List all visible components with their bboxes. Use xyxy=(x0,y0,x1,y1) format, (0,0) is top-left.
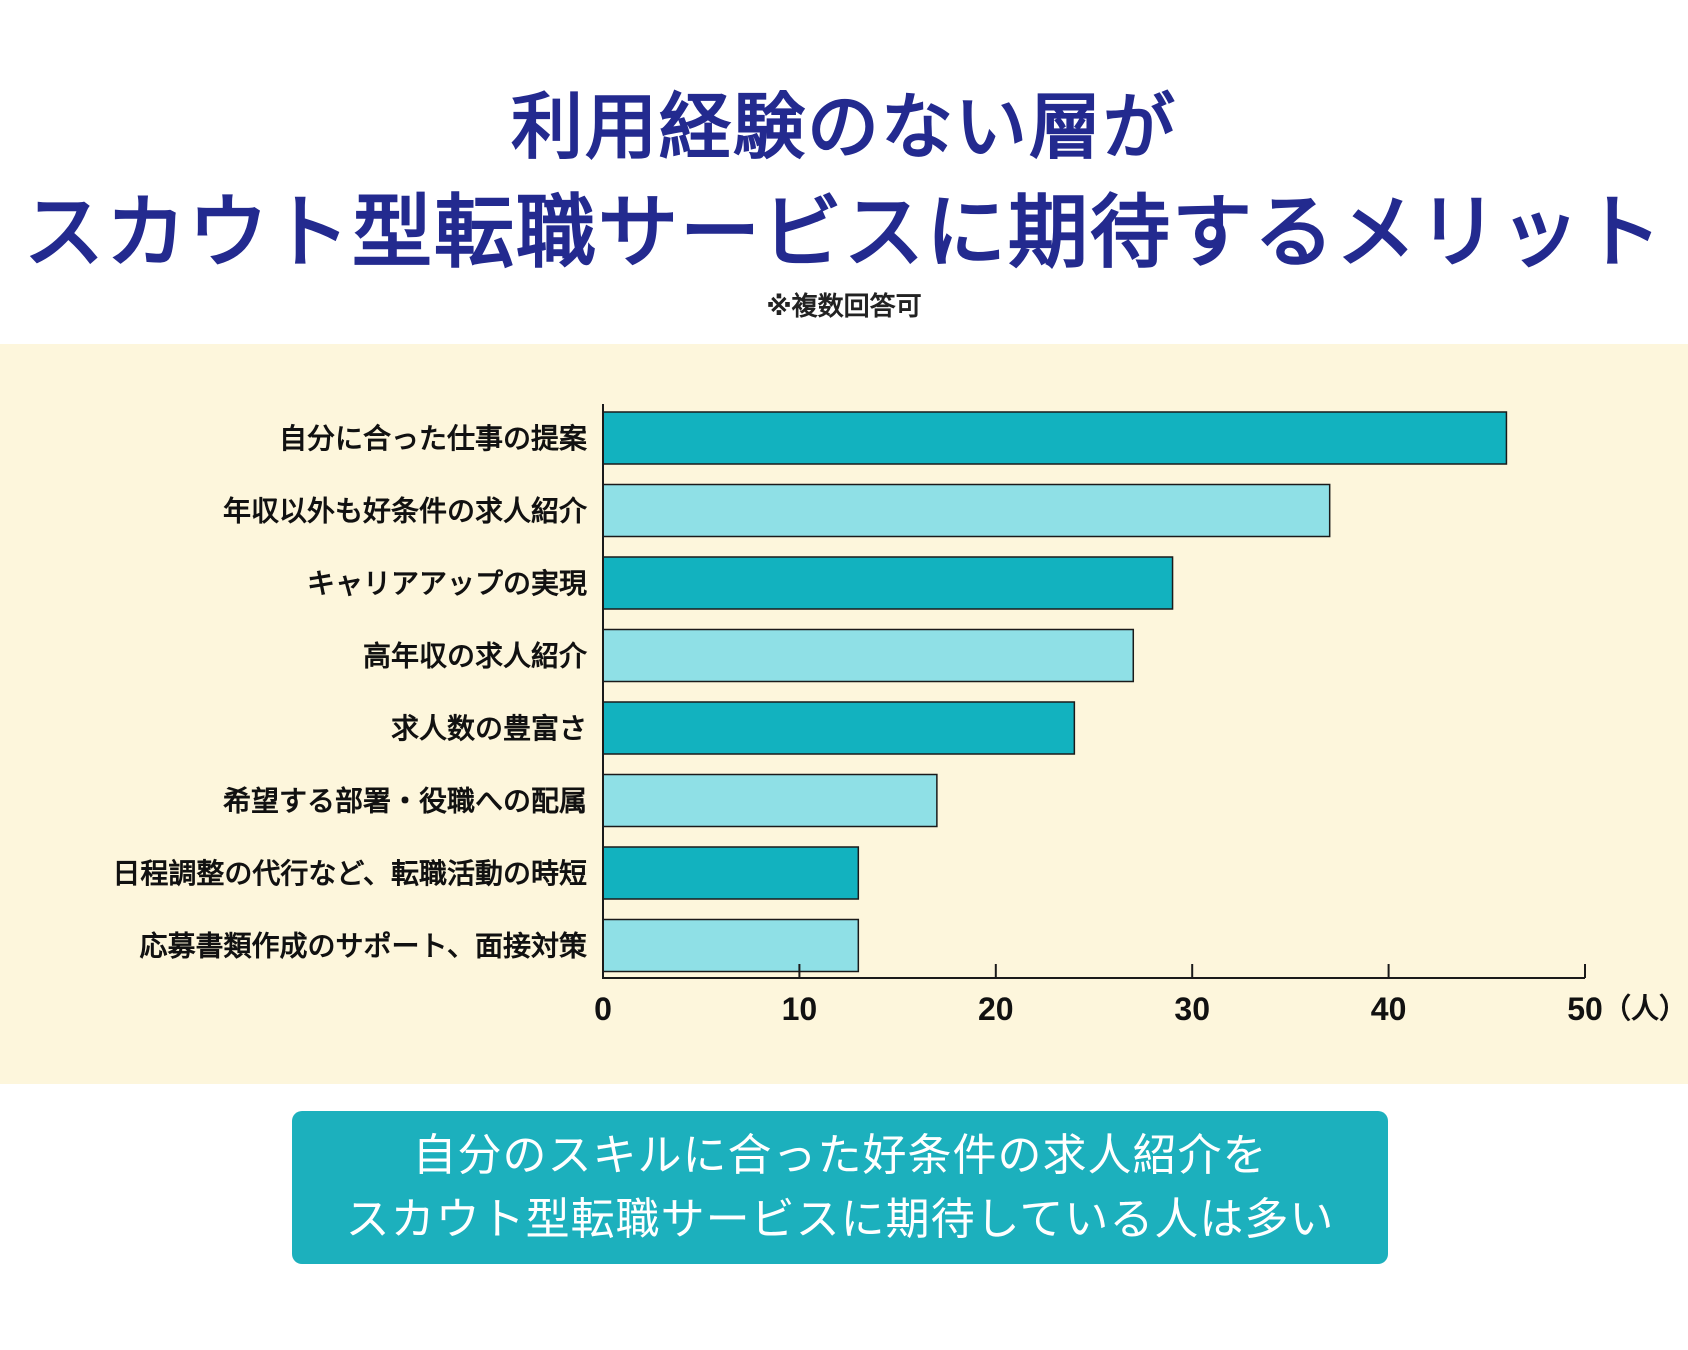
category-label-4: 高年収の求人紹介 xyxy=(363,640,588,673)
title-line-2: スカウト型転職サービスに期待するメリット xyxy=(24,186,1664,279)
chart-panel: 自分に合った仕事の提案年収以外も好条件の求人紹介キャリアアップの実現高年収の求人… xyxy=(0,344,1688,1084)
category-label-1: 自分に合った仕事の提案 xyxy=(279,422,588,455)
bar-6 xyxy=(602,773,938,828)
summary-line-1: 自分のスキルに合った好条件の求人紹介を xyxy=(412,1129,1268,1181)
x-tick-label-40: 40 xyxy=(1371,991,1407,1027)
summary-box: 自分のスキルに合った好条件の求人紹介を スカウト型転職サービスに期待している人は… xyxy=(292,1111,1388,1264)
bar-8 xyxy=(602,918,860,973)
bar-7 xyxy=(602,846,860,900)
title-line-1: 利用経験のない層が xyxy=(510,85,1177,169)
category-label-2: 年収以外も好条件の求人紹介 xyxy=(223,495,588,528)
bar-chart: 自分に合った仕事の提案年収以外も好条件の求人紹介キャリアアップの実現高年収の求人… xyxy=(112,404,1687,1027)
x-axis-unit: （人） xyxy=(1603,992,1687,1025)
category-label-8: 応募書類作成のサポート、面接対策 xyxy=(140,930,587,963)
bar-5 xyxy=(602,701,1076,755)
bar-1 xyxy=(602,411,1508,465)
category-label-3: キャリアアップの実現 xyxy=(307,567,587,600)
note-multiple-answers: ※複数回答可 xyxy=(766,292,922,322)
category-label-5: 求人数の豊富さ xyxy=(391,712,587,745)
summary-line-2: スカウト型転職サービスに期待している人は多い xyxy=(345,1193,1335,1245)
x-tick-label-0: 0 xyxy=(594,991,612,1027)
category-label-7: 日程調整の代行など、転職活動の時短 xyxy=(112,857,587,890)
category-label-6: 希望する部署・役職への配属 xyxy=(223,785,587,818)
x-tick-label-10: 10 xyxy=(782,991,818,1027)
x-tick-label-30: 30 xyxy=(1174,991,1210,1027)
bar-3 xyxy=(602,556,1174,610)
x-tick-label-50: 50 xyxy=(1567,991,1603,1027)
bar-2 xyxy=(602,483,1331,538)
bar-4 xyxy=(602,628,1135,683)
x-tick-label-20: 20 xyxy=(978,991,1014,1027)
